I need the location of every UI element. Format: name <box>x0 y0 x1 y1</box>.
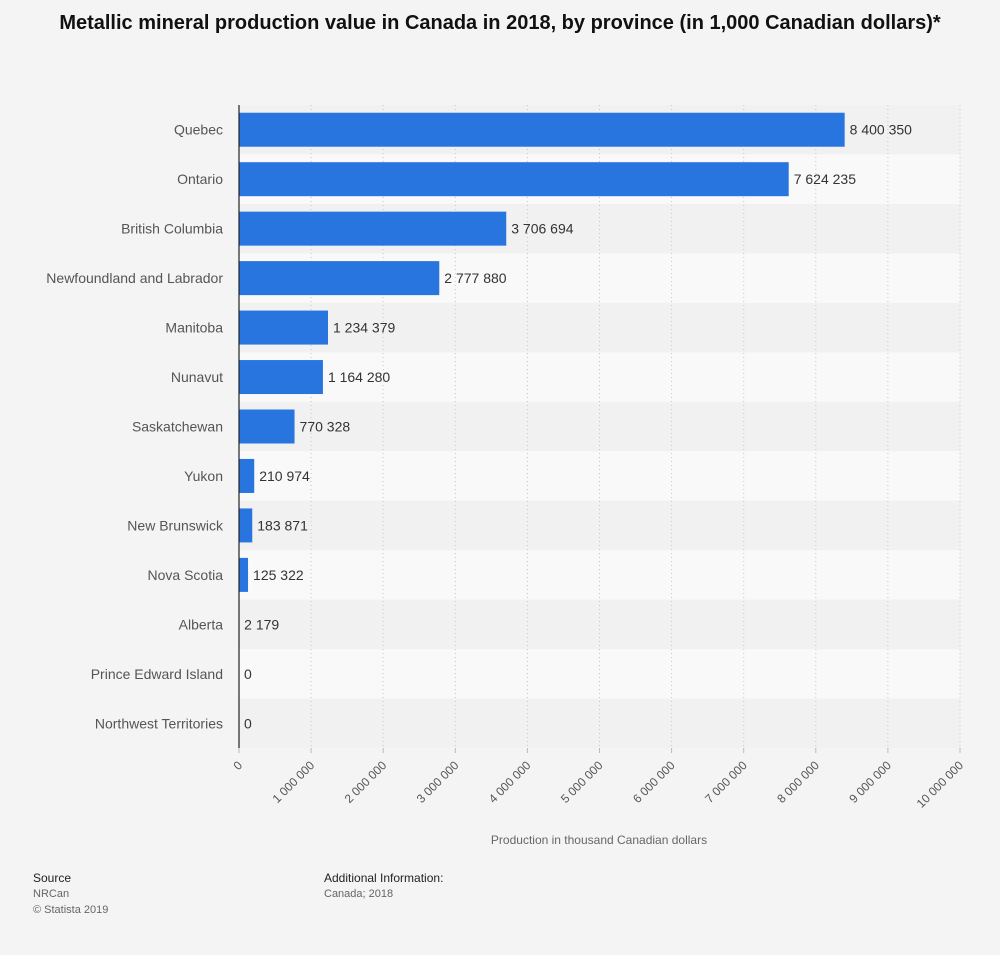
x-tick-label: 9 000 000 <box>846 758 894 806</box>
category-label: Ontario <box>177 171 223 187</box>
data-label: 0 <box>244 715 252 731</box>
x-tick-label: 5 000 000 <box>558 758 606 806</box>
row-band <box>239 599 960 650</box>
bar <box>239 211 507 246</box>
category-label: New Brunswick <box>127 517 224 533</box>
x-tick-label: 1 000 000 <box>270 758 318 806</box>
data-label: 2 777 880 <box>444 270 506 286</box>
bar <box>239 162 789 197</box>
row-band <box>239 302 960 353</box>
category-label: British Columbia <box>121 221 223 237</box>
data-label: 8 400 350 <box>850 122 912 138</box>
category-label: Alberta <box>179 616 224 632</box>
category-label: Prince Edward Island <box>91 666 223 682</box>
bar <box>239 508 253 543</box>
data-label: 1 164 280 <box>328 369 390 385</box>
category-label: Northwest Territories <box>95 715 223 731</box>
data-label: 125 322 <box>253 567 304 583</box>
data-label: 2 179 <box>244 616 279 632</box>
category-label: Nova Scotia <box>148 567 224 583</box>
category-label: Quebec <box>174 122 223 138</box>
bar <box>239 112 845 147</box>
x-tick-label: 8 000 000 <box>774 758 822 806</box>
copyright: © Statista 2019 <box>33 904 109 916</box>
x-tick-label: 3 000 000 <box>414 758 462 806</box>
data-label: 1 234 379 <box>333 320 395 336</box>
additional-info-label: Additional Information: <box>324 871 444 885</box>
x-tick-label: 10 000 000 <box>914 758 967 811</box>
bar-chart: 0 1 000 000 2 000 000 3 000 000 4 000 000 5 0… <box>46 105 967 847</box>
x-tick-label: 7 000 000 <box>702 758 750 806</box>
row-band <box>239 401 960 452</box>
x-axis-title: Production in thousand Canadian dollars <box>491 833 707 847</box>
category-label: Yukon <box>184 468 223 484</box>
x-tick-label: 2 000 000 <box>342 758 390 806</box>
row-band <box>239 698 960 748</box>
bar <box>239 261 440 296</box>
bar <box>239 409 295 444</box>
category-label: Saskatchewan <box>132 419 223 435</box>
additional-info-value: Canada; 2018 <box>324 888 394 900</box>
bar <box>239 557 249 592</box>
x-tick-label: 6 000 000 <box>630 758 678 806</box>
source-value: NRCan <box>33 888 70 900</box>
bar <box>239 360 323 395</box>
data-label: 210 974 <box>259 468 310 484</box>
category-label: Manitoba <box>165 320 223 336</box>
x-tick-label: 4 000 000 <box>486 758 534 806</box>
source-label: Source <box>33 871 72 885</box>
bar <box>239 458 255 493</box>
data-label: 7 624 235 <box>794 171 856 187</box>
data-label: 183 871 <box>257 517 308 533</box>
chart-title: Metallic mineral production value in Can… <box>59 12 941 34</box>
data-label: 770 328 <box>300 419 351 435</box>
category-label: Newfoundland and Labrador <box>46 270 223 286</box>
category-label: Nunavut <box>171 369 223 385</box>
data-label: 3 706 694 <box>511 221 573 237</box>
data-label: 0 <box>244 666 252 682</box>
bar <box>239 310 328 345</box>
x-tick-label: 0 <box>230 758 245 773</box>
